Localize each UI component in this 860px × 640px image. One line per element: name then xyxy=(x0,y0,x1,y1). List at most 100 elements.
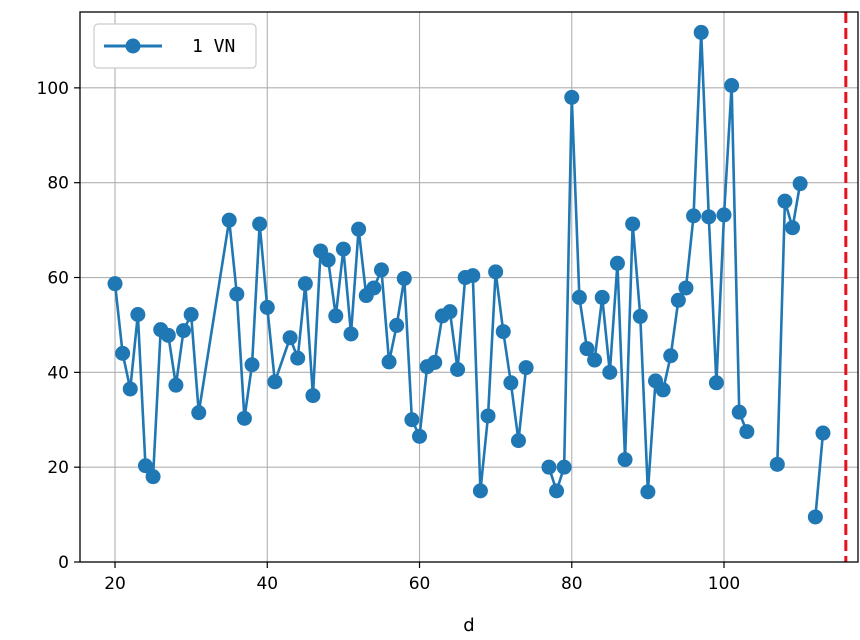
data-point xyxy=(191,405,207,421)
data-point xyxy=(480,408,496,424)
data-point xyxy=(503,375,519,391)
data-point xyxy=(617,452,633,468)
data-point xyxy=(701,209,717,225)
y-tick-label: 80 xyxy=(47,174,69,194)
data-point xyxy=(145,469,161,485)
data-point xyxy=(731,404,747,420)
x-tick-label: 100 xyxy=(708,574,740,594)
data-point xyxy=(328,308,344,324)
data-point xyxy=(655,382,671,398)
x-tick-label: 80 xyxy=(561,574,583,594)
data-point xyxy=(807,509,823,525)
plot-background xyxy=(80,12,858,562)
data-point xyxy=(777,193,793,209)
data-point xyxy=(785,220,801,236)
y-tick-label: 40 xyxy=(47,363,69,383)
series-line xyxy=(776,183,802,465)
data-point xyxy=(632,308,648,324)
data-point xyxy=(389,317,405,333)
y-tick-label: 100 xyxy=(37,79,69,99)
data-point xyxy=(571,289,587,305)
data-point xyxy=(442,304,458,320)
data-point xyxy=(320,252,336,268)
legend: 1 VN xyxy=(93,23,257,69)
data-point xyxy=(678,280,694,296)
data-point xyxy=(724,77,740,93)
data-point xyxy=(472,483,488,499)
data-point xyxy=(366,280,382,296)
data-point xyxy=(412,428,428,444)
y-tick-label: 20 xyxy=(47,458,69,478)
data-point xyxy=(404,412,420,428)
data-point xyxy=(670,292,686,308)
data-point xyxy=(609,255,625,271)
data-point xyxy=(282,330,298,346)
data-point xyxy=(708,375,724,391)
data-point xyxy=(168,377,184,393)
plot-frame xyxy=(79,11,859,563)
y-tick-label: 0 xyxy=(58,553,69,573)
legend-point-marker xyxy=(125,38,141,54)
data-point xyxy=(305,388,321,404)
data-point xyxy=(107,276,123,292)
data-point xyxy=(594,289,610,305)
data-point xyxy=(267,374,283,390)
data-point xyxy=(396,270,412,286)
data-point xyxy=(122,381,138,397)
y-tick-label: 60 xyxy=(47,269,69,289)
data-point xyxy=(495,324,511,340)
data-point xyxy=(137,458,153,474)
data-point xyxy=(221,212,237,228)
data-point xyxy=(510,433,526,449)
data-point xyxy=(297,276,313,292)
data-point xyxy=(115,345,131,361)
data-point xyxy=(176,323,192,339)
data-point xyxy=(343,326,359,342)
x-tick-label: 60 xyxy=(409,574,431,594)
data-point xyxy=(564,89,580,105)
data-point xyxy=(686,208,702,224)
data-point xyxy=(229,286,245,302)
x-tick-label: 40 xyxy=(256,574,278,594)
x-tick-label: 20 xyxy=(104,574,126,594)
data-point xyxy=(549,483,565,499)
data-point xyxy=(236,410,252,426)
data-point xyxy=(640,484,656,500)
data-point xyxy=(625,216,641,232)
data-point xyxy=(587,352,603,368)
data-point xyxy=(465,268,481,284)
data-point xyxy=(130,307,146,322)
data-point xyxy=(602,364,618,380)
data-point xyxy=(183,307,199,322)
data-point xyxy=(259,299,275,315)
data-point xyxy=(716,207,732,223)
data-point xyxy=(373,262,389,278)
data-point xyxy=(541,459,557,475)
data-point xyxy=(488,264,504,280)
data-point xyxy=(556,459,572,475)
data-point xyxy=(381,354,397,370)
data-point xyxy=(579,341,595,357)
data-point xyxy=(663,348,679,364)
data-point xyxy=(815,425,831,441)
data-point xyxy=(769,456,785,472)
data-point xyxy=(739,424,755,440)
legend-label: 1 VN xyxy=(192,36,235,57)
series-layer xyxy=(107,24,831,525)
legend-box xyxy=(93,23,257,69)
data-point xyxy=(335,241,351,257)
data-point xyxy=(160,327,176,343)
data-point xyxy=(693,24,709,40)
data-point xyxy=(351,221,367,237)
data-point xyxy=(244,357,260,373)
data-point xyxy=(290,350,306,366)
data-point xyxy=(792,176,808,192)
data-point xyxy=(518,360,534,376)
axis-ticks: 20 40 60 80 100 0 20 40 60 80 100 xyxy=(37,79,741,594)
series-line xyxy=(814,432,825,518)
data-point xyxy=(252,216,268,232)
x-axis-label: d xyxy=(463,615,474,636)
data-point xyxy=(427,354,443,370)
data-point xyxy=(450,362,466,377)
